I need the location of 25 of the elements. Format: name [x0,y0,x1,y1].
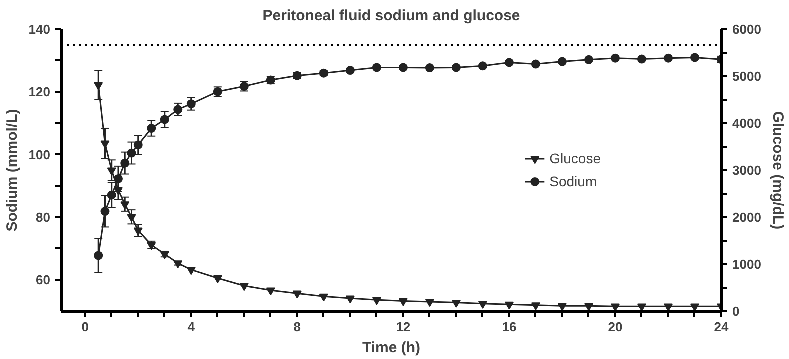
x-tick-label: 20 [608,320,623,334]
y-tick-label: 100 [28,147,51,162]
y-tick-label: 120 [28,84,51,100]
y2-tick-label: 4000 [732,116,762,131]
x-tick-label: 16 [502,320,517,334]
y-tick-label: 60 [36,272,51,288]
legend-label: Glucose [550,150,601,166]
y2-tick-label: 6000 [732,22,762,37]
y2-axis-title: Glucose (mg/dL) [769,111,786,230]
y2-tick-label: 3000 [732,163,762,178]
y2-tick-label: 1000 [732,257,762,272]
y-tick-label: 140 [28,22,51,37]
chart-title: Peritoneal fluid sodium and glucose [262,8,520,24]
y2-tick-label: 2000 [732,210,762,225]
y-tick-label: 80 [36,210,51,225]
legend-label: Sodium [550,174,598,190]
y2-tick-label: 0 [732,304,740,319]
x-tick-label: 0 [82,320,89,334]
y2-tick-label: 5000 [732,69,762,84]
y-axis-title: Sodium (mmol/L) [4,109,21,232]
x-tick-label: 12 [396,320,411,334]
x-tick-label: 8 [294,320,302,334]
x-tick-label: 4 [188,320,196,334]
x-axis-title: Time (h) [362,340,421,356]
x-tick-label: 24 [714,320,730,334]
